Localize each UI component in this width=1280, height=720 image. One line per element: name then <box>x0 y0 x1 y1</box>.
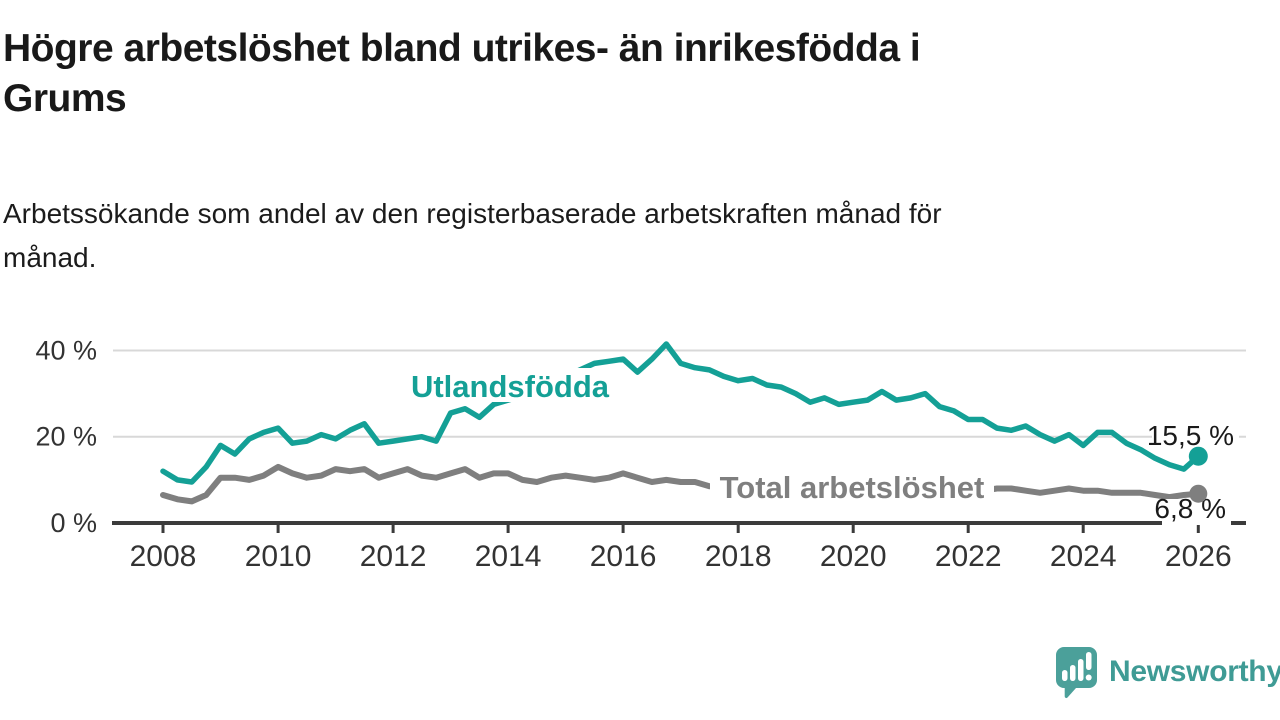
chart-subtitle-line-2: månad. <box>3 242 97 273</box>
end-value-halo <box>1152 421 1239 451</box>
series-label-total-arbetsloshet: Total arbetslöshet <box>720 470 985 505</box>
series-label-halo <box>404 368 616 402</box>
speech-bubble-bar-chart-icon <box>1056 647 1097 699</box>
x-tick-label: 2012 <box>360 540 427 573</box>
chart-title-line-2: Grums <box>3 77 127 120</box>
x-tick-label: 2022 <box>935 540 1002 573</box>
newsworthy-logo: Newsworthy <box>1053 645 1280 699</box>
end-value-label-utlandsfodda: 15,5 % <box>1147 420 1234 451</box>
x-tick-label: 2026 <box>1165 540 1232 573</box>
x-tick-label: 2014 <box>475 540 542 573</box>
y-tick-label: 40 % <box>35 336 97 366</box>
x-tick-label: 2008 <box>130 540 197 573</box>
chart-title-line-1: Högre arbetslöshet bland utrikes- än inr… <box>3 27 921 70</box>
y-tick-label: 0 % <box>50 508 97 538</box>
x-tick-label: 2010 <box>245 540 312 573</box>
series-label-utlandsfodda: Utlandsfödda <box>411 369 610 404</box>
x-tick-label: 2024 <box>1050 540 1117 573</box>
newsworthy-wordmark: Newsworthy <box>1109 655 1280 688</box>
series-line-total-arbetsloshet <box>160 463 1202 505</box>
chart-title: Högre arbetslöshet bland utrikes- än inr… <box>3 24 1183 124</box>
x-tick-label: 2016 <box>590 540 657 573</box>
end-value-label-total-arbetsloshet: 6,8 % <box>1154 493 1226 524</box>
chart-subtitle: Arbetssökande som andel av den registerb… <box>3 192 1203 280</box>
series-end-dot-utlandsfodda <box>1188 446 1208 466</box>
series-line-utlandsfodda <box>160 341 1202 485</box>
y-tick-label: 20 % <box>35 422 97 452</box>
x-tick-label: 2018 <box>705 540 772 573</box>
end-value-halo <box>1162 499 1231 525</box>
x-tick-label: 2020 <box>820 540 887 573</box>
series-label-halo <box>710 469 994 502</box>
chart-subtitle-line-1: Arbetssökande som andel av den registerb… <box>3 198 942 229</box>
series-end-dot-total-arbetsloshet <box>1189 484 1208 503</box>
